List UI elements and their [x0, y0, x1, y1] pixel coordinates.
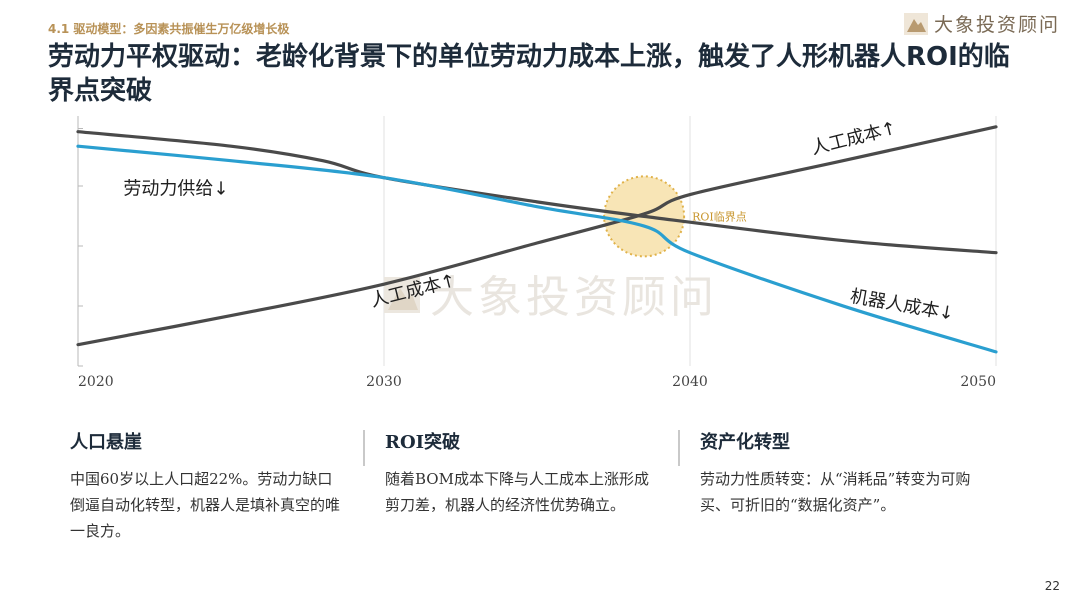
labor-cost-line	[76, 125, 998, 347]
card-body: 随着BOM成本下降与人工成本上涨形成剪刀差，机器人的经济性优势确立。	[385, 470, 649, 514]
x-tick-label: 2030	[366, 374, 402, 390]
section-tag: 4.1 驱动模型：多因素共振催生万亿级增长极	[48, 22, 290, 36]
page-title: 劳动力平权驱动：老龄化背景下的单位劳动力成本上涨，触发了人形机器人ROI的临界点…	[48, 42, 1010, 106]
robot-cost-line	[76, 144, 998, 354]
chart-grid	[77, 116, 997, 367]
card-body: 劳动力性质转变：从“消耗品”转变为可购买、可折旧的“数据化资产”。	[700, 470, 971, 514]
watermark-text: 大象投资顾问	[430, 272, 718, 323]
card-title: 人口悬崖	[70, 432, 142, 453]
x-tick-label: 2020	[78, 374, 114, 390]
labor-supply-line	[76, 130, 998, 255]
brand-name: 大象投资顾问	[933, 14, 1060, 36]
chart-watermark: 大象投资顾问	[384, 272, 718, 323]
card-body: 中国60岁以上人口超22%。劳动力缺口倒逼自动化转型，机器人是填补真空的唯一良方…	[70, 470, 341, 540]
label-robot-cost: 机器人成本↓	[849, 286, 956, 325]
chart-series	[76, 125, 998, 354]
x-axis-ticks: 2020 2030 2040 2050	[78, 374, 996, 390]
card-title: ROI突破	[385, 432, 461, 453]
x-tick-label: 2040	[672, 374, 708, 390]
label-labor-supply: 劳动力供给↓	[123, 179, 228, 200]
card-title: 资产化转型	[700, 432, 790, 453]
labor-cost-chart: 大象投资顾问 ROI临界点 人工成本↑劳动力供给↓人工成本↑机器人成本↓ 202…	[76, 116, 998, 390]
insight-cards: 人口悬崖 中国60岁以上人口超22%。劳动力缺口倒逼自动化转型，机器人是填补真空…	[48, 418, 1038, 544]
brand-logo: 大象投资顾问	[903, 10, 1060, 37]
roi-annotation: ROI临界点	[692, 209, 747, 223]
page-number: 22	[1044, 579, 1060, 593]
card-population-cliff: 人口悬崖 中国60岁以上人口超22%。劳动力缺口倒逼自动化转型，机器人是填补真空…	[48, 418, 363, 544]
x-tick-label: 2050	[960, 374, 996, 390]
card-roi-breakthrough: ROI突破 随着BOM成本下降与人工成本上涨形成剪刀差，机器人的经济性优势确立。	[363, 418, 678, 544]
card-asset-transformation: 资产化转型 劳动力性质转变：从“消耗品”转变为可购买、可折旧的“数据化资产”。	[678, 418, 993, 544]
brand-mountain-icon	[903, 12, 928, 35]
watermark-mountain-icon	[388, 288, 418, 310]
